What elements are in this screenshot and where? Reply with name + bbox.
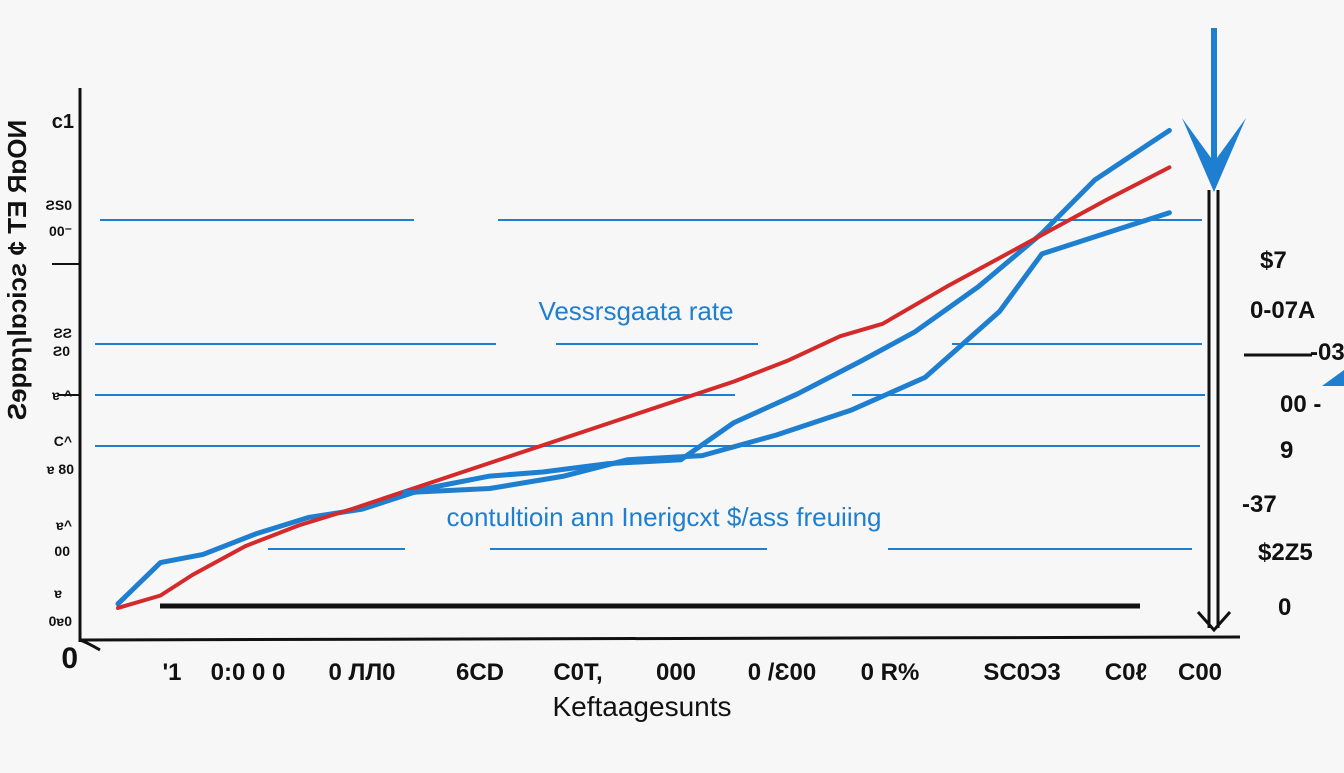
x-tick-label: C00 <box>1178 659 1222 686</box>
x-tick-label: 0 /Ɛ00 <box>748 659 816 686</box>
y-axis-label: Ƨɘpɒɿɿlɒɔiɔƨ ¢ TƎ ЯɒOИ <box>2 120 32 420</box>
y-tick-label: Ƨ0 <box>53 343 70 359</box>
x-tick-label: 0 ЛЛ0 <box>328 659 395 686</box>
right-tick-label: 0-07A <box>1250 297 1315 324</box>
gridlines <box>95 219 1205 550</box>
y-tick-label: c1 <box>52 111 74 133</box>
right-tick-label: $7 <box>1260 247 1287 274</box>
y-tick-labels: c1 ƧS0 00⁻ ƧƧ Ƨ0 ɐ ^ C^ ɐ 80 ɐ^ 00 ɐ 0ɐ0… <box>46 111 78 675</box>
x-tick-label: 0:0 0 0 <box>211 659 286 686</box>
y-tick-label: 0ɐ0 <box>49 613 73 629</box>
x-tick-label: '1 <box>162 659 181 686</box>
right-tick-label: -03 <box>1310 339 1344 366</box>
y-tick-label: 0 <box>61 642 78 675</box>
right-tick-labels: $7 0-07A -03 00 - 9 -37 $2Z5 0 <box>1242 247 1344 621</box>
right-axis <box>1182 28 1344 633</box>
axes <box>52 88 1241 652</box>
right-tick-label: 0 <box>1278 594 1291 621</box>
y-tick-label: 00⁻ <box>49 223 72 239</box>
x-tick-label: 000 <box>656 659 696 686</box>
x-axis-label: Keftaagesunts <box>552 691 731 722</box>
right-tick-label: 00 - <box>1280 391 1321 418</box>
y-tick-label: ɐ 80 <box>46 461 74 477</box>
y-tick-label: C^ <box>54 433 72 449</box>
y-tick-label: ɐ ^ <box>51 387 72 403</box>
series-line-3 <box>402 210 1172 496</box>
x-tick-label: SC0Ɔ3 <box>983 659 1060 686</box>
x-tick-label: C0ℓ <box>1105 659 1147 686</box>
x-tick-label: 6CD <box>456 659 504 686</box>
series-layer <box>115 127 1172 610</box>
x-tick-label: 0 R% <box>861 659 920 686</box>
y-tick-label: ƧƧ <box>53 325 72 341</box>
x-tick-labels: '1 0:0 0 0 0 ЛЛ0 6CD C0T, 000 0 /Ɛ00 0 R… <box>162 659 1222 686</box>
right-tick-label: 9 <box>1280 437 1293 464</box>
x-tick-label: C0T, <box>553 659 602 686</box>
right-axis-arrow-icon <box>1196 611 1232 633</box>
annotation-rate: Vessrsgaata rate <box>538 296 733 326</box>
axis-corner <box>79 638 101 652</box>
annotation-contribution: contultioin ann Inerigcxt $/ass freuiing <box>446 502 881 532</box>
series-line-2 <box>116 165 1172 610</box>
x-axis <box>79 635 1241 642</box>
y-tick-label: ƧS0 <box>46 197 73 213</box>
y-tick-label: ɐ <box>53 585 62 601</box>
y-tick-label: 00 <box>54 543 70 559</box>
side-arrow-icon <box>1322 370 1344 386</box>
right-tick-label: -37 <box>1242 491 1277 518</box>
y-tick-label: ɐ^ <box>55 517 72 533</box>
arrow-down-icon <box>1182 118 1246 192</box>
right-tick-label: $2Z5 <box>1258 539 1313 566</box>
